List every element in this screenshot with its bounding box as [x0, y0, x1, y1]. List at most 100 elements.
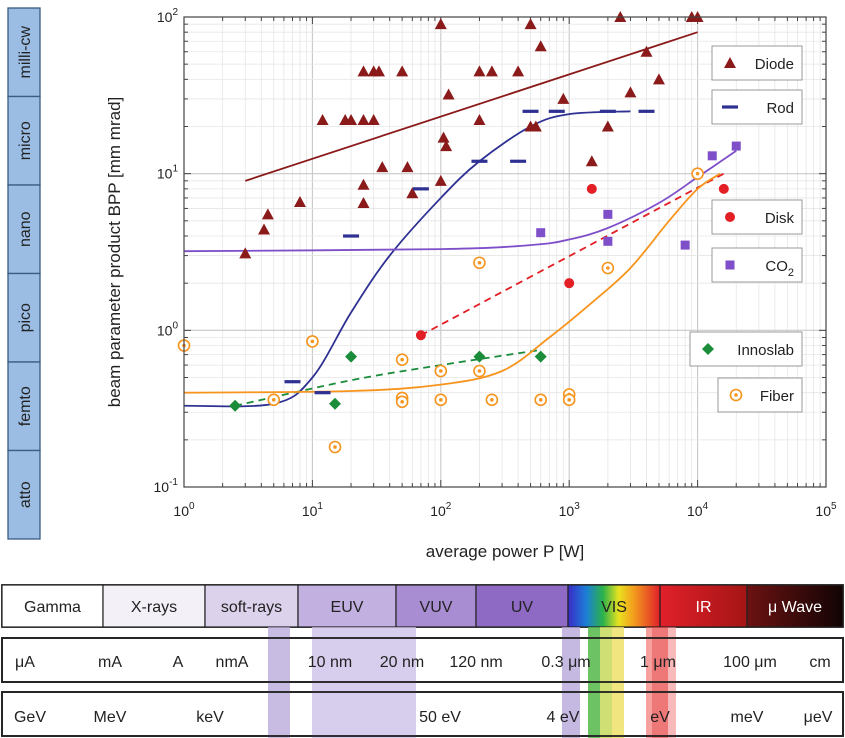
legend-label-diode: Diode — [755, 56, 794, 73]
spectrum-row-frame — [1, 637, 844, 683]
legend-entry-diode: Diode — [711, 45, 803, 81]
wavelength-label: 1 μm — [640, 654, 676, 671]
y-tick-label: 10-1 — [154, 477, 179, 495]
energy-label: GeV — [14, 709, 46, 726]
wavelength-label: mA — [98, 654, 122, 671]
band-cell — [659, 584, 748, 628]
point-fiber — [473, 256, 486, 270]
point-diode — [376, 161, 389, 173]
point-disk — [718, 183, 729, 194]
point-fiber — [562, 393, 576, 407]
band-cell — [204, 584, 299, 628]
x-tick-label: 100 — [173, 501, 195, 519]
point-diode — [534, 40, 547, 52]
point-innoslab — [229, 399, 242, 412]
legend-entry-innoslab: Innoslab — [689, 331, 803, 367]
wavelength-label: 0.3 μm — [541, 654, 590, 671]
band-euv: EUV — [297, 584, 397, 628]
band-cell — [102, 584, 206, 628]
regime-label-nano: nano — [17, 211, 34, 247]
plot-grid — [183, 17, 826, 488]
energy-label: eV — [650, 709, 670, 726]
point-diode — [345, 114, 358, 126]
point-innoslab — [329, 397, 342, 410]
band-cell — [395, 584, 477, 628]
point-innoslab — [345, 350, 358, 363]
open-circle-dot — [477, 260, 482, 265]
wavelength-label: 120 nm — [449, 654, 502, 671]
point-innoslab — [534, 350, 547, 363]
trend-line-diode — [244, 31, 698, 182]
point-diode — [434, 174, 447, 186]
point-fiber — [267, 393, 281, 407]
point-fiber — [601, 261, 615, 275]
point-fiber — [691, 167, 704, 180]
open-circle-dot — [333, 445, 337, 449]
trend-line-innoslab — [234, 349, 541, 407]
regime-label-pico: pico — [17, 303, 34, 332]
legend: Diode Rod Disk CO2 Innoslab Fiber — [689, 45, 803, 413]
point-diode — [293, 195, 306, 207]
point-diode — [473, 114, 486, 126]
legend-marker-diode — [724, 57, 736, 68]
spectrum-bands: Gamma X-rays soft-rays EUV VUV UV VIS IR μ Wave μ… — [1, 584, 844, 738]
point-fiber — [306, 335, 319, 348]
open-circle-dot — [271, 398, 276, 402]
point-diode — [357, 196, 370, 208]
trend-line-rod — [184, 110, 631, 408]
energy-label: meV — [731, 709, 764, 726]
energy-label: 4 eV — [547, 709, 580, 726]
band-label: μ Wave — [768, 599, 822, 616]
energy-label: MeV — [94, 709, 127, 726]
point-diode — [440, 140, 453, 152]
point-co2 — [536, 228, 546, 238]
point-rod — [284, 380, 301, 384]
energy-label: μeV — [804, 709, 833, 726]
regime-label-micro: micro — [17, 121, 34, 160]
point-diode — [640, 45, 653, 57]
point-diode — [367, 114, 380, 126]
point-diode — [396, 65, 409, 77]
legend-entry-co2: CO2 — [711, 247, 803, 283]
open-circle-dot — [606, 266, 610, 270]
point-diode — [401, 161, 414, 173]
trend-lines — [184, 31, 737, 408]
wavelength-label: 10 nm — [308, 654, 352, 671]
regime-box-milli-cw — [7, 7, 41, 98]
open-circle-dot — [400, 399, 404, 404]
legend-marker-fiber — [729, 388, 743, 402]
point-diode — [372, 65, 385, 77]
x-tick-label: 103 — [559, 501, 581, 519]
energy-label: keV — [196, 709, 224, 726]
point-fiber — [434, 393, 448, 407]
band-label: VUV — [420, 599, 453, 616]
point-diode — [652, 73, 665, 85]
x-tick-label: 104 — [687, 501, 709, 519]
point-co2 — [603, 209, 613, 219]
point-diode — [529, 120, 542, 132]
open-circle-dot — [567, 398, 571, 402]
point-rod — [522, 109, 539, 113]
point-disk — [564, 278, 575, 289]
legend-label-rod: Rod — [766, 100, 794, 117]
x-axis-title: average power P [W] — [426, 542, 584, 561]
band--wave: μ Wave — [746, 584, 844, 628]
band-label: X-rays — [131, 599, 177, 616]
y-tick-labels: 10-1 100 101 102 — [154, 7, 179, 495]
regime-box-pico — [7, 272, 41, 363]
trend-line-fiber — [184, 172, 721, 394]
point-co2 — [603, 236, 613, 246]
wavelength-label: nmA — [216, 654, 249, 671]
point-diode — [437, 131, 450, 143]
legend-entry-rod: Rod — [711, 89, 803, 125]
band-cell — [475, 584, 569, 628]
legend-marker-innoslab — [702, 343, 714, 355]
wavelength-label: 100 μm — [723, 654, 777, 671]
band-vis: VIS — [567, 584, 661, 628]
point-disk — [415, 330, 426, 341]
legend-label-fiber: Fiber — [760, 388, 794, 405]
trend-line-co2 — [184, 150, 737, 253]
x-tick-label: 101 — [302, 501, 324, 519]
legend-marker-co2 — [725, 260, 735, 270]
